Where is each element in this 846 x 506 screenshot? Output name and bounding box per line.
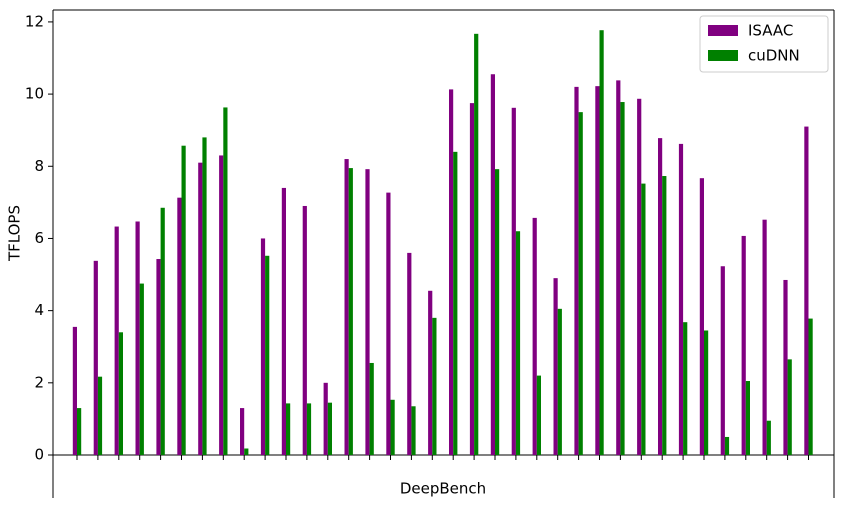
bar — [281, 187, 286, 455]
bar — [553, 278, 558, 455]
bar — [139, 283, 144, 455]
bar — [260, 238, 266, 455]
bar — [762, 219, 767, 455]
bar — [202, 137, 207, 456]
x-axis-label: DeepBench — [400, 480, 486, 498]
bar — [804, 126, 809, 455]
legend-swatch — [708, 25, 738, 36]
bar — [327, 402, 332, 455]
bar — [783, 279, 788, 455]
bar — [223, 107, 228, 456]
bar — [662, 176, 667, 456]
bar — [306, 403, 312, 455]
bar — [511, 107, 516, 456]
bar — [474, 33, 479, 456]
bar — [177, 197, 182, 455]
bar — [344, 159, 349, 455]
bar — [449, 89, 454, 455]
bar — [219, 155, 224, 456]
bar — [574, 86, 579, 456]
bar — [118, 332, 123, 455]
bar — [808, 318, 813, 455]
y-tick-label: 6 — [34, 229, 44, 247]
bar — [557, 308, 562, 455]
bar — [72, 326, 77, 455]
bar — [302, 205, 307, 455]
bar — [198, 162, 203, 455]
bar — [348, 168, 353, 455]
bar — [599, 30, 604, 455]
bar — [432, 317, 437, 455]
y-tick-label: 2 — [34, 373, 44, 391]
bar — [658, 138, 663, 455]
y-axis-label: TFLOPS — [6, 205, 24, 262]
bar — [595, 86, 600, 455]
y-tick-label: 0 — [34, 446, 44, 464]
bar — [407, 252, 412, 455]
bar — [365, 169, 370, 455]
bar — [720, 266, 725, 455]
bar — [616, 80, 621, 455]
bar — [156, 259, 161, 455]
bar — [114, 226, 119, 455]
bar — [411, 406, 416, 455]
bar — [181, 145, 186, 455]
bar — [490, 74, 495, 455]
bar — [578, 112, 583, 456]
bar — [265, 255, 270, 455]
bar — [453, 151, 458, 456]
bar — [469, 103, 475, 456]
bar — [93, 260, 98, 455]
bar — [637, 98, 642, 456]
bar — [620, 102, 625, 456]
legend-label: cuDNN — [748, 47, 800, 65]
legend-label: ISAAC — [748, 22, 793, 40]
bar — [240, 408, 245, 455]
bar — [532, 217, 537, 455]
y-tick-label: 10 — [25, 85, 44, 103]
bar — [77, 408, 82, 455]
bar — [678, 143, 684, 455]
bar — [386, 192, 391, 455]
bar — [495, 169, 500, 455]
bar — [369, 362, 374, 455]
bar — [135, 221, 140, 455]
bar — [699, 178, 704, 455]
y-tick-label: 12 — [25, 12, 44, 30]
bar — [515, 231, 521, 455]
bar — [741, 235, 746, 455]
bar — [286, 403, 291, 455]
bar — [641, 183, 646, 455]
bar — [428, 290, 433, 455]
bar — [97, 376, 103, 455]
legend-swatch — [708, 50, 738, 61]
bar — [724, 436, 730, 455]
bar — [390, 399, 395, 455]
bar — [160, 207, 165, 455]
bar — [536, 375, 541, 455]
bar — [323, 382, 328, 455]
bar — [745, 381, 750, 455]
bar — [787, 359, 792, 455]
bar — [683, 322, 688, 455]
y-tick-label: 8 — [34, 157, 44, 175]
bar — [244, 448, 249, 455]
bar — [766, 420, 771, 455]
y-tick-label: 4 — [34, 301, 44, 319]
bar — [704, 330, 709, 455]
